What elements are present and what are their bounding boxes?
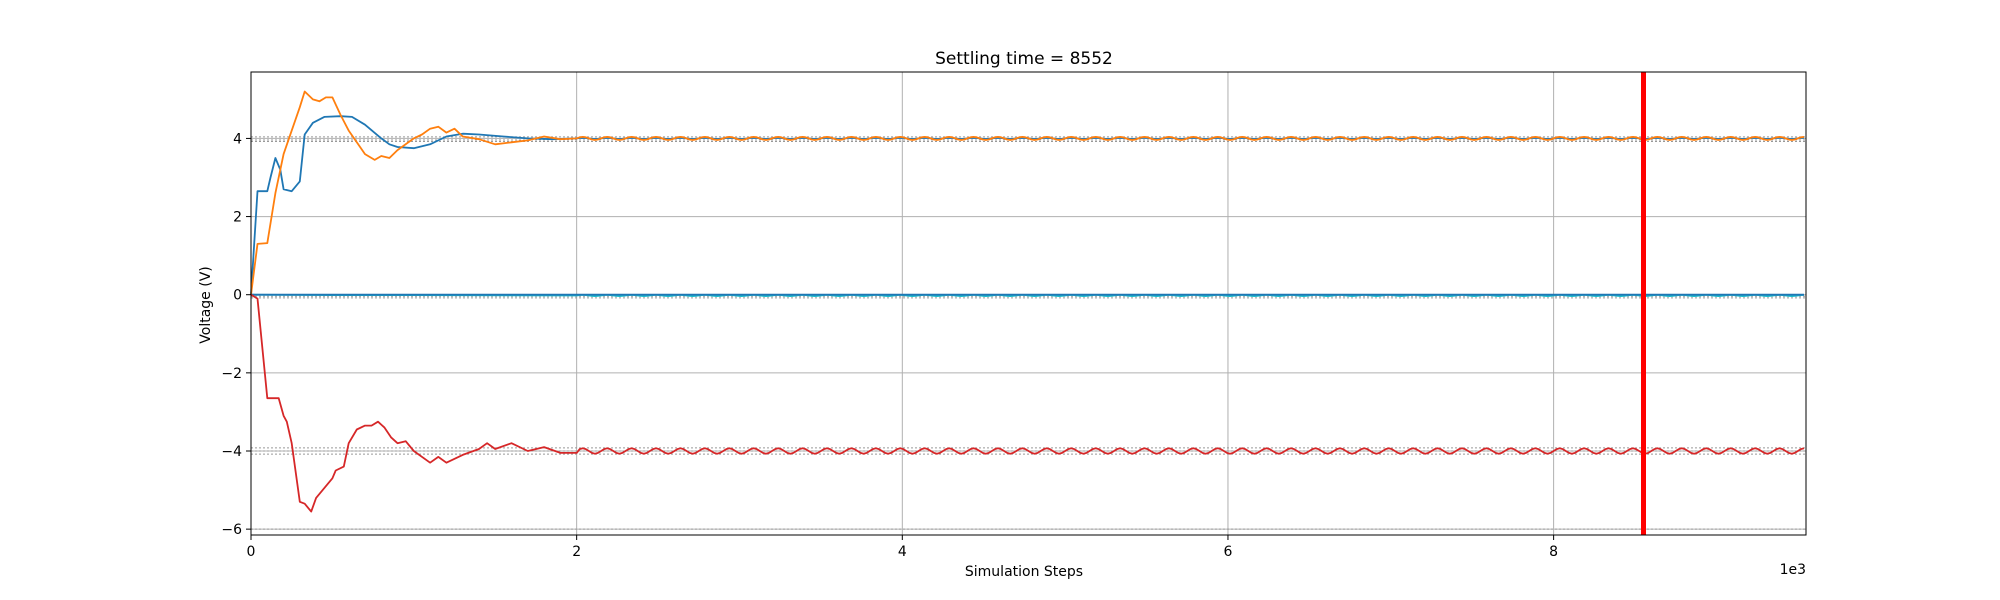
y-ticks: −6 −4 −2 0 2 4 (221, 131, 251, 538)
x-ticks: 0 2 4 6 8 (247, 535, 1558, 560)
chart-title: Settling time = 8552 (935, 49, 1113, 69)
y-tick-label: −6 (221, 522, 242, 538)
y-axis-label: Voltage (V) (198, 266, 214, 343)
x-tick-label: 6 (1224, 544, 1233, 560)
x-axis-offset-label: 1e3 (1780, 562, 1806, 578)
y-tick-label: 2 (233, 210, 242, 226)
x-tick-label: 0 (247, 544, 256, 560)
y-tick-label: −4 (221, 444, 242, 460)
series-lines (250, 90, 1805, 513)
series-line (250, 90, 1805, 295)
y-tick-label: 4 (233, 131, 242, 147)
x-tick-label: 2 (572, 544, 581, 560)
y-tick-label: −2 (221, 366, 242, 382)
x-axis-label: Simulation Steps (965, 564, 1083, 580)
plot-frame (250, 71, 1807, 536)
x-tick-label: 4 (898, 544, 907, 560)
series-line (250, 293, 1805, 513)
y-tick-label: 0 (233, 288, 242, 304)
x-tick-label: 8 (1549, 544, 1558, 560)
